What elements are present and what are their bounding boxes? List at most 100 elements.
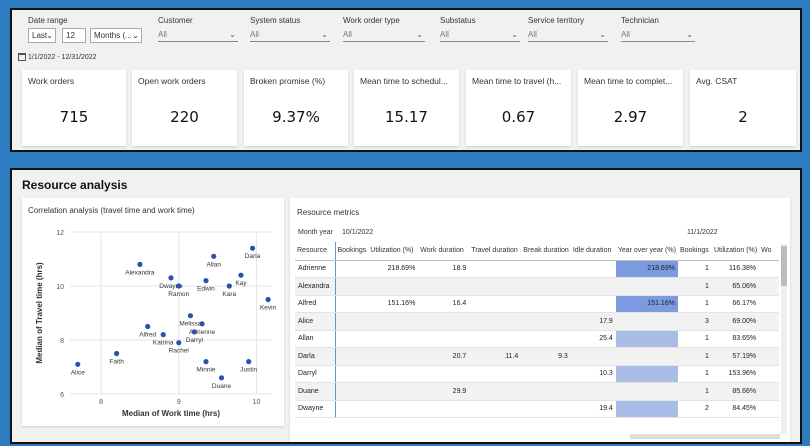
column-header[interactable]: Bookings: [677, 242, 712, 261]
date-range-count-input[interactable]: 12: [62, 28, 86, 43]
horizontal-scrollbar[interactable]: [630, 434, 780, 439]
column-header[interactable]: Travel duration: [469, 242, 522, 261]
table-row[interactable]: Duane 29.9 1 85.66%: [295, 382, 780, 401]
kpi-value: 0.67: [501, 108, 536, 126]
table-cell: 9.3: [521, 347, 571, 366]
table-cell: [570, 347, 616, 366]
table-row[interactable]: Adrienne 218.69% 18.9 218.69% 1 116.38%: [295, 260, 780, 278]
table-cell: [615, 365, 678, 383]
column-header[interactable]: Bookings: [335, 242, 369, 261]
kpi-title: Mean time to travel (h...: [472, 76, 562, 86]
chevron-down-icon: ⌄: [416, 30, 423, 39]
data-point: [176, 283, 182, 289]
table-cell: [368, 330, 419, 348]
table-cell: [335, 365, 369, 383]
resource-metrics-table: Resource Bookings Utilization (%) Work dura…: [295, 242, 780, 418]
table-cell: [615, 277, 678, 296]
table-cell: 69.00%: [711, 312, 760, 331]
table-row[interactable]: Alexandra 1 65.06%: [295, 277, 780, 296]
vertical-scrollbar[interactable]: [781, 244, 787, 434]
column-header[interactable]: Utilization (%): [711, 242, 760, 261]
table-cell: 1: [677, 330, 712, 348]
data-point: [176, 340, 182, 346]
scrollbar-thumb[interactable]: [781, 246, 787, 286]
substatus-value: All: [440, 30, 449, 39]
point-label: Faith: [109, 359, 124, 366]
substatus-label: Substatus: [440, 16, 476, 25]
point-label: Edwin: [197, 286, 215, 293]
table-cell: 16.4: [418, 295, 470, 313]
table-row[interactable]: Darla 20.7 11.4 9.3 1 57.19%: [295, 347, 780, 366]
column-header[interactable]: Work duration: [418, 242, 470, 261]
table-cell: [418, 365, 470, 383]
system-status-select[interactable]: All ⌄: [250, 28, 330, 42]
month-header-2: 11/1/2022: [687, 229, 718, 236]
table-cell: 10.3: [570, 365, 616, 383]
work-order-type-select[interactable]: All ⌄: [343, 28, 425, 42]
table-cell: [759, 260, 780, 278]
table-cell: [368, 312, 419, 331]
resource-name-cell: Alexandra: [295, 277, 336, 296]
column-header[interactable]: Resource: [295, 242, 336, 261]
chevron-down-icon: ⌄: [229, 30, 236, 39]
table-cell: [368, 277, 419, 296]
point-label: Katrina: [153, 340, 174, 347]
technician-select[interactable]: All ⌄: [621, 28, 695, 42]
resource-name-cell: Duane: [295, 382, 336, 401]
data-point: [75, 361, 81, 367]
kpi-value: 715: [59, 108, 89, 126]
column-header[interactable]: Wo: [759, 242, 780, 261]
table-cell: [469, 365, 522, 383]
table-cell: 151.16%: [368, 295, 419, 313]
table-row[interactable]: Alfred 151.16% 16.4 151.16% 1 66.17%: [295, 295, 780, 313]
table-cell: [469, 400, 522, 418]
data-point: [238, 272, 244, 278]
table-cell: 1: [677, 347, 712, 366]
kpi-mean-time-to-schedule: Mean time to schedul... 15.17: [354, 70, 459, 146]
table-cell: 84.45%: [711, 400, 760, 418]
table-cell: [335, 400, 369, 418]
data-point: [203, 278, 209, 284]
resource-analysis-panel: Resource analysis 6 8 10 12 8 9 10 Median of Wo…: [10, 168, 802, 444]
table-cell: [335, 330, 369, 348]
table-row[interactable]: Alice 17.9 3 69.00%: [295, 312, 780, 331]
table-cell: [418, 330, 470, 348]
column-header[interactable]: Break duration: [521, 242, 571, 261]
point-label: Minnie: [196, 367, 216, 374]
column-header[interactable]: Utilization (%): [368, 242, 419, 261]
kpi-title: Avg. CSAT: [696, 76, 738, 86]
resource-name-cell: Alice: [295, 312, 336, 331]
table-cell: [615, 382, 678, 401]
table-cell: [469, 382, 522, 401]
table-row[interactable]: Darryl 10.3 1 153.96%: [295, 365, 780, 383]
point-label: Rachel: [169, 348, 190, 355]
chevron-down-icon: ⌄: [46, 31, 53, 40]
point-label: Melissa: [179, 321, 201, 328]
table-cell: [521, 400, 571, 418]
service-territory-select[interactable]: All ⌄: [528, 28, 608, 42]
table-cell: [759, 330, 780, 348]
technician-label: Technician: [621, 16, 659, 25]
table-row[interactable]: Dwayne 19.4 2 84.45%: [295, 400, 780, 418]
table-cell: [335, 277, 369, 296]
column-header[interactable]: Year over year (%): [615, 242, 678, 261]
date-range-unit-value: Months (...: [94, 31, 132, 40]
resource-name-cell: Darla: [295, 347, 336, 366]
table-row[interactable]: Allan 25.4 1 83.65%: [295, 330, 780, 348]
date-range-mode-select[interactable]: Last ⌄: [28, 28, 56, 43]
date-range-unit-select[interactable]: Months (... ⌄: [90, 28, 142, 43]
service-territory-value: All: [528, 30, 537, 39]
column-header[interactable]: Idle duration: [570, 242, 616, 261]
table-cell: 1: [677, 295, 712, 313]
customer-select[interactable]: All ⌄: [158, 28, 238, 42]
table-cell: [335, 295, 369, 313]
date-range-count-value: 12: [66, 31, 75, 40]
kpi-value: 15.17: [385, 108, 428, 126]
table-cell: 57.19%: [711, 347, 760, 366]
substatus-select[interactable]: All ⌄: [440, 28, 520, 42]
kpi-title: Mean time to schedul...: [360, 76, 448, 86]
calendar-icon: [18, 53, 26, 61]
kpi-title: Mean time to complet...: [584, 76, 673, 86]
customer-label: Customer: [158, 16, 193, 25]
customer-filter: Customer: [158, 16, 193, 25]
